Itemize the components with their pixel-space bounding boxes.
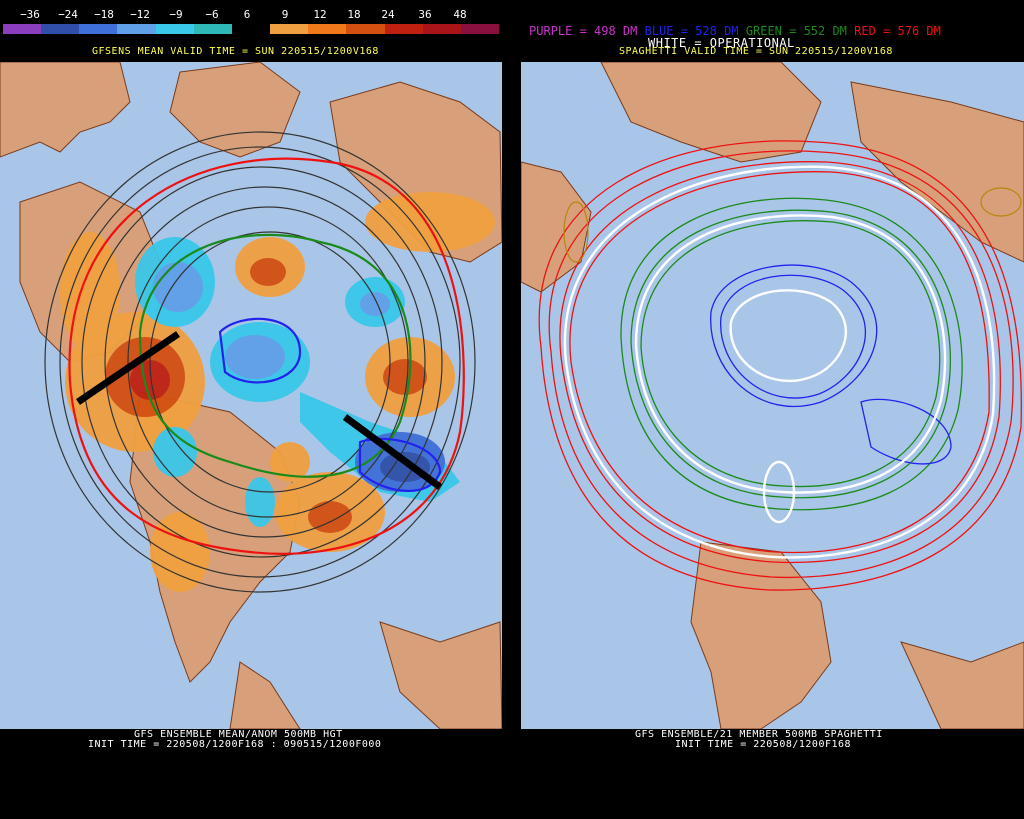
trough-axis-line-east — [342, 414, 443, 490]
colorbar-label: 36 — [418, 8, 432, 21]
colorbar-swatch — [41, 24, 80, 34]
spaghetti-map — [521, 62, 1024, 729]
colorbar-label: 24 — [381, 8, 395, 21]
colorbar-swatch — [422, 24, 461, 34]
legend-red: RED = 576 DM — [854, 24, 941, 38]
colorbar-swatch — [155, 24, 194, 34]
colorbar-swatch — [231, 24, 271, 34]
colorbar-swatch — [460, 24, 500, 34]
left-footer: GFS ENSEMBLE MEAN/ANOM 500MB HGT INIT TI… — [0, 729, 502, 819]
colorbar-swatch — [308, 24, 347, 34]
colorbar-swatch — [117, 24, 156, 34]
contour-legend: PURPLE = 498 DM BLUE = 528 DM GREEN = 55… — [529, 24, 941, 38]
colorbar-swatch — [346, 24, 385, 34]
colorbar-labels: −36 −24 −18 −12 −9 −6 6 9 12 18 24 36 48 — [0, 8, 502, 22]
ensemble-mean-map — [0, 62, 502, 729]
colorbar-swatch — [384, 24, 423, 34]
colorbar-label: −6 — [205, 8, 219, 21]
spaghetti-panel: PURPLE = 498 DM BLUE = 528 DM GREEN = 55… — [521, 0, 1024, 819]
colorbar-label: −9 — [169, 8, 183, 21]
colorbar-label: 9 — [281, 8, 289, 21]
left-valid-time: GFSENS MEAN VALID TIME = SUN 220515/1200… — [92, 46, 379, 57]
colorbar-label: −18 — [94, 8, 114, 21]
left-footer-init: INIT TIME = 220508/1200F168 : 090515/120… — [88, 739, 382, 750]
left-footer-title: GFS ENSEMBLE MEAN/ANOM 500MB HGT — [134, 729, 343, 740]
right-footer-title: GFS ENSEMBLE/21 MEMBER 500MB SPAGHETTI — [635, 729, 883, 740]
colorbar-label: 18 — [347, 8, 361, 21]
colorbar-swatch — [79, 24, 118, 34]
colorbar-label: 6 — [243, 8, 251, 21]
trough-axis-line-west — [76, 331, 180, 405]
legend-blue: BLUE = 528 DM — [644, 24, 739, 38]
colorbar-label: 12 — [313, 8, 327, 21]
legend-green: GREEN = 552 DM — [745, 24, 847, 38]
legend-white: WHITE = OPERATIONAL — [648, 36, 795, 50]
right-footer-init: INIT TIME = 220508/1200F168 — [675, 739, 852, 750]
colorbar-label: 48 — [453, 8, 467, 21]
colorbar-label: −12 — [130, 8, 150, 21]
colorbar-swatch — [3, 24, 42, 34]
colorbar-label: −24 — [58, 8, 78, 21]
right-footer: GFS ENSEMBLE/21 MEMBER 500MB SPAGHETTI I… — [521, 729, 1024, 819]
legend-purple: PURPLE = 498 DM — [529, 24, 638, 38]
colorbar-label: −36 — [20, 8, 40, 21]
anomaly-colorbar — [3, 24, 500, 34]
ensemble-mean-anomaly-panel: −36 −24 −18 −12 −9 −6 6 9 12 18 24 36 48… — [0, 0, 502, 819]
colorbar-swatch — [270, 24, 309, 34]
colorbar-swatch — [193, 24, 232, 34]
right-valid-time: SPAGHETTI VALID TIME = SUN 220515/1200V1… — [619, 46, 893, 57]
